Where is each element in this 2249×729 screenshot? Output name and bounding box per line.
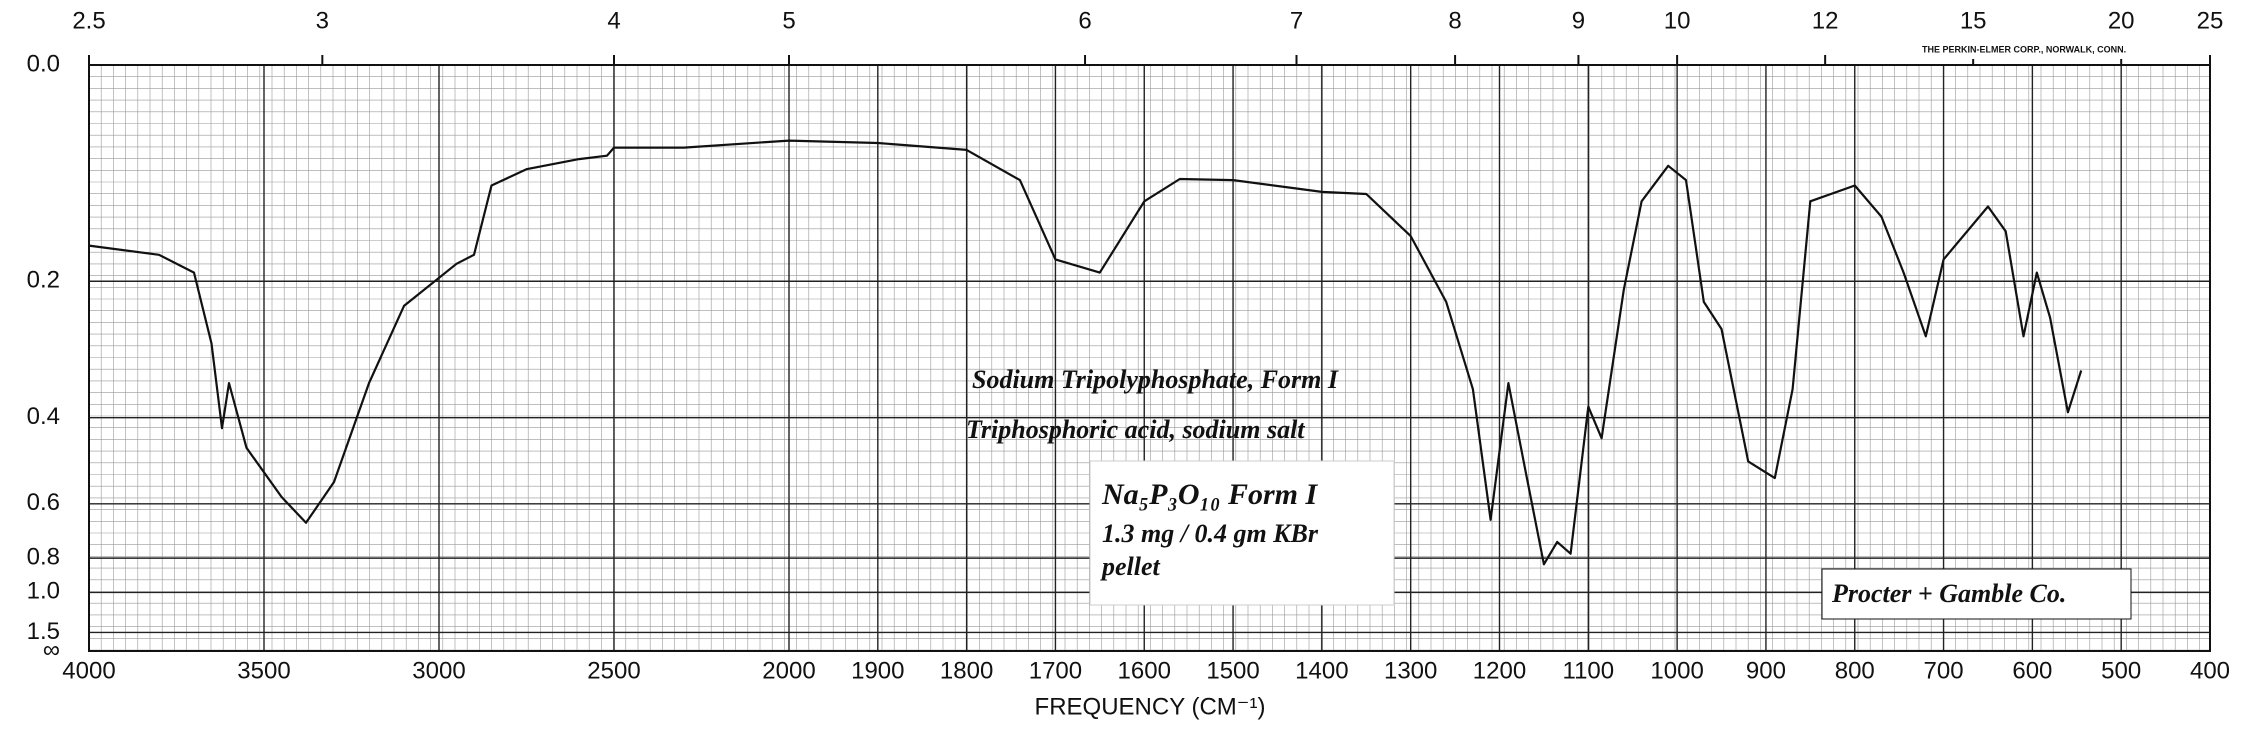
y-tick-label: 1.0 (27, 578, 60, 605)
top-tick-label: 4 (607, 7, 620, 34)
x-tick-label: 700 (1924, 657, 1964, 684)
x-tick-label: 1300 (1384, 657, 1437, 684)
x-tick-label: 800 (1835, 657, 1875, 684)
x-tick-label: 1400 (1295, 657, 1348, 684)
x-tick-label: 1700 (1029, 657, 1082, 684)
x-tick-label: 4000 (62, 657, 115, 684)
top-tick-label: 25 (2197, 7, 2224, 34)
maker-box (1916, 41, 2206, 59)
x-tick-label: 3000 (412, 657, 465, 684)
x-tick-label: 400 (2190, 657, 2230, 684)
top-tick-label: 8 (1448, 7, 1461, 34)
annotation: Na₅P₃O₁₀ Form I (1101, 478, 1319, 511)
x-tick-label: 1200 (1473, 657, 1526, 684)
top-tick-label: 15 (1960, 7, 1987, 34)
x-tick-label: 1600 (1118, 657, 1171, 684)
x-tick-label: 1100 (1563, 657, 1615, 684)
top-tick-label: 7 (1290, 7, 1303, 34)
annotation: Sodium Tripolyphosphate, Form I (972, 365, 1339, 394)
annotation: Procter + Gamble Co. (1831, 579, 2066, 608)
top-tick-label: 6 (1078, 7, 1091, 34)
top-tick-label: 9 (1572, 7, 1585, 34)
top-tick-label: 20 (2108, 7, 2135, 34)
y-tick-label: 1.5 (27, 618, 60, 645)
plot-frame (88, 64, 2211, 652)
x-tick-label: 1900 (851, 657, 904, 684)
x-tick-label: 1800 (940, 657, 993, 684)
annotation: 1.3 mg / 0.4 gm KBr (1102, 519, 1319, 548)
top-tick-label: 3 (316, 7, 329, 34)
y-tick-label: 0.0 (27, 50, 60, 77)
x-tick-label: 900 (1746, 657, 1786, 684)
x-axis-label: FREQUENCY (CM⁻¹) (1035, 693, 1266, 720)
maker-note: THE PERKIN-ELMER CORP., NORWALK, CONN. (1922, 44, 2126, 54)
x-tick-label: 3500 (237, 657, 290, 684)
top-tick-label: 5 (782, 7, 795, 34)
x-tick-label: 600 (2012, 657, 2052, 684)
x-tick-label: 2000 (762, 657, 815, 684)
x-tick-label: 500 (2101, 657, 2141, 684)
label-box (1089, 460, 1395, 606)
x-tick-label: 2500 (587, 657, 640, 684)
spectrum-line (88, 139, 2083, 566)
stamp-box (1821, 568, 2132, 620)
y-tick-label: 0.4 (27, 403, 60, 430)
annotation: Triphosphoric acid, sodium salt (966, 415, 1305, 444)
top-tick-label: 12 (1812, 7, 1839, 34)
top-tick-label: 2.5 (72, 7, 105, 34)
y-tick-label: ∞ (43, 636, 60, 663)
x-tick-label: 1000 (1650, 657, 1703, 684)
y-tick-label: 0.6 (27, 489, 60, 516)
y-tick-label: 0.2 (27, 267, 60, 294)
annotation: pellet (1100, 552, 1161, 581)
y-tick-label: 0.8 (27, 543, 60, 570)
top-tick-label: 10 (1664, 7, 1691, 34)
x-tick-label: 1500 (1206, 657, 1259, 684)
